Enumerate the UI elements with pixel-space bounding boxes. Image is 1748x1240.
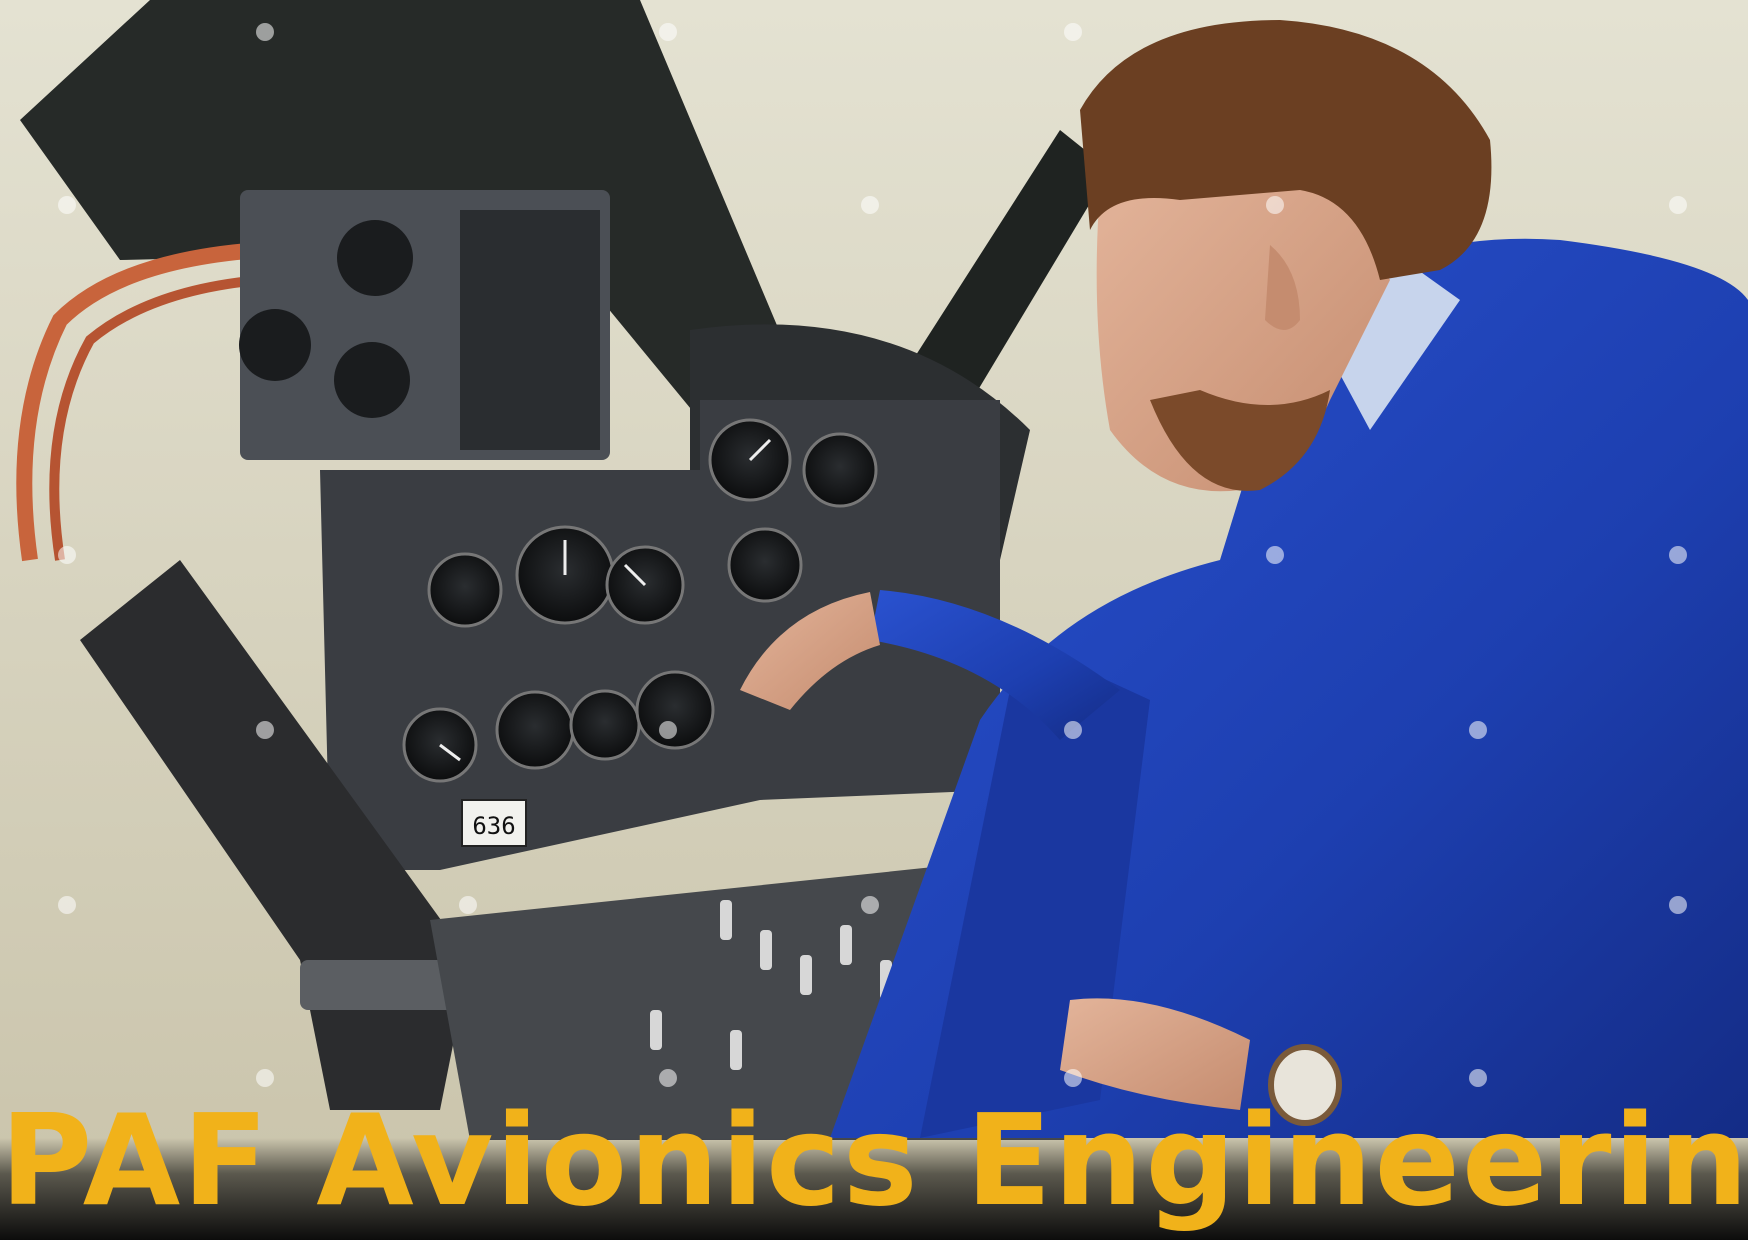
poster-title: PAF Avionics Engineering: [0, 1087, 1748, 1234]
caption-band: [0, 1138, 1748, 1240]
lower-hand: [1060, 998, 1250, 1110]
instrument-panel: [320, 400, 1000, 870]
panel-placard: [461, 799, 527, 847]
wiring-harness: [16, 242, 261, 562]
technician-hand: [740, 592, 880, 710]
canopy-post: [900, 130, 1110, 420]
gauges: [402, 418, 878, 783]
panel-placard-text: 636: [472, 812, 515, 840]
technician-hair: [1080, 20, 1492, 280]
technician-beard: [1150, 390, 1330, 491]
wristwatch: [1268, 1044, 1342, 1126]
technician-arm: [870, 590, 1120, 740]
